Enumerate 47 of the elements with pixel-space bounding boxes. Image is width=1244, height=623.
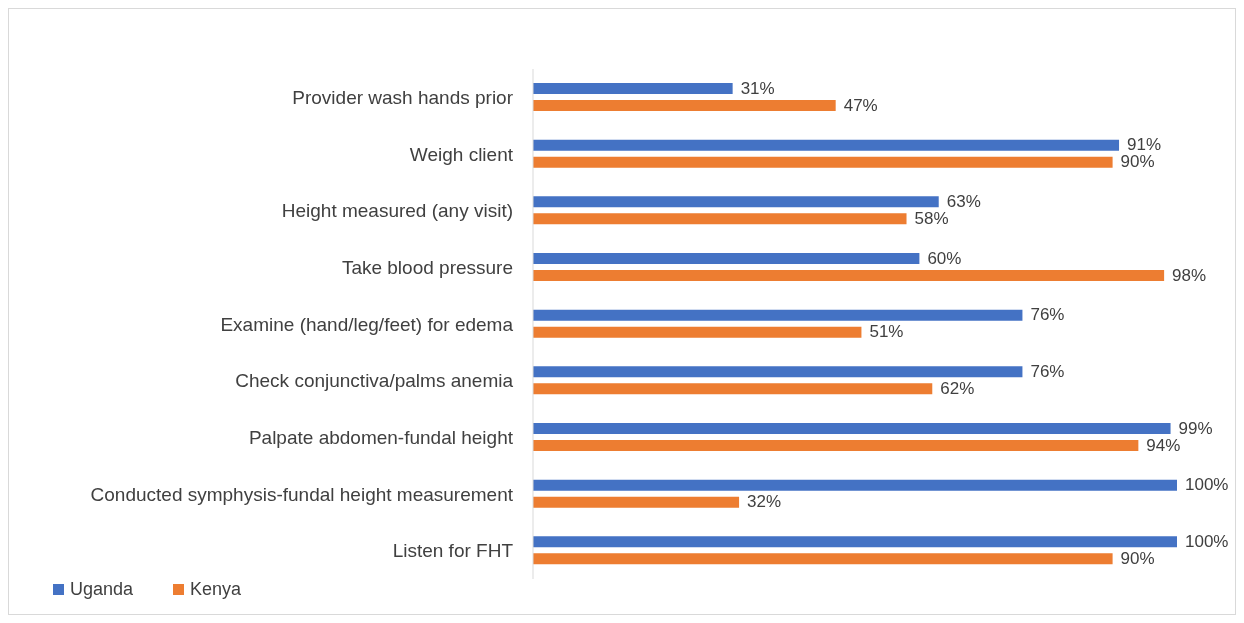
data-label: 51% bbox=[869, 322, 904, 342]
data-label: 100% bbox=[1185, 531, 1229, 551]
data-label: 90% bbox=[1120, 548, 1155, 568]
y-tick-label: Conducted symphysis-fundal height measurement bbox=[90, 483, 514, 505]
y-tick-label: Palpate abdomen-fundal height bbox=[248, 427, 514, 449]
bar bbox=[533, 270, 1165, 281]
bar bbox=[533, 440, 1139, 451]
bar bbox=[533, 423, 1171, 434]
y-tick-label: Weigh client bbox=[409, 143, 514, 165]
data-label: 60% bbox=[927, 248, 962, 268]
y-tick-label: Height measured (any visit) bbox=[281, 200, 513, 222]
bar bbox=[533, 479, 1177, 491]
data-label: 99% bbox=[1178, 418, 1213, 438]
data-label: 91% bbox=[1127, 135, 1162, 155]
data-label: 63% bbox=[946, 191, 981, 211]
data-label: 94% bbox=[1146, 435, 1181, 455]
y-tick-label: Take blood pressure bbox=[341, 257, 513, 279]
bar bbox=[533, 496, 740, 508]
data-label: 32% bbox=[747, 492, 782, 512]
bar bbox=[533, 366, 1023, 378]
y-tick-label: Listen for FHT bbox=[392, 540, 514, 562]
data-label: 98% bbox=[1172, 265, 1207, 285]
y-tick-label: Examine (hand/leg/feet) for edema bbox=[220, 313, 514, 335]
y-tick-label: Provider wash hands prior bbox=[292, 87, 514, 109]
bar bbox=[533, 139, 1120, 151]
bar bbox=[533, 213, 907, 225]
data-label: 100% bbox=[1185, 475, 1229, 495]
legend-label: Kenya bbox=[189, 579, 242, 600]
data-label: 58% bbox=[914, 208, 949, 228]
data-label: 31% bbox=[740, 78, 775, 98]
legend-label: Uganda bbox=[69, 579, 134, 600]
data-label: 90% bbox=[1120, 152, 1155, 172]
bar bbox=[533, 253, 920, 264]
bar bbox=[533, 326, 862, 338]
y-tick-label: Check conjunctiva/palms anemia bbox=[235, 370, 514, 392]
bar bbox=[533, 100, 836, 111]
bar bbox=[533, 156, 1113, 168]
bar bbox=[533, 536, 1177, 548]
data-label: 62% bbox=[940, 378, 975, 398]
data-label: 76% bbox=[1030, 305, 1065, 325]
data-label: 47% bbox=[843, 95, 878, 115]
bar bbox=[533, 553, 1113, 565]
data-label: 76% bbox=[1030, 361, 1065, 381]
bar bbox=[533, 83, 733, 94]
bar bbox=[533, 383, 933, 395]
bar bbox=[533, 196, 939, 208]
bar bbox=[533, 309, 1023, 321]
